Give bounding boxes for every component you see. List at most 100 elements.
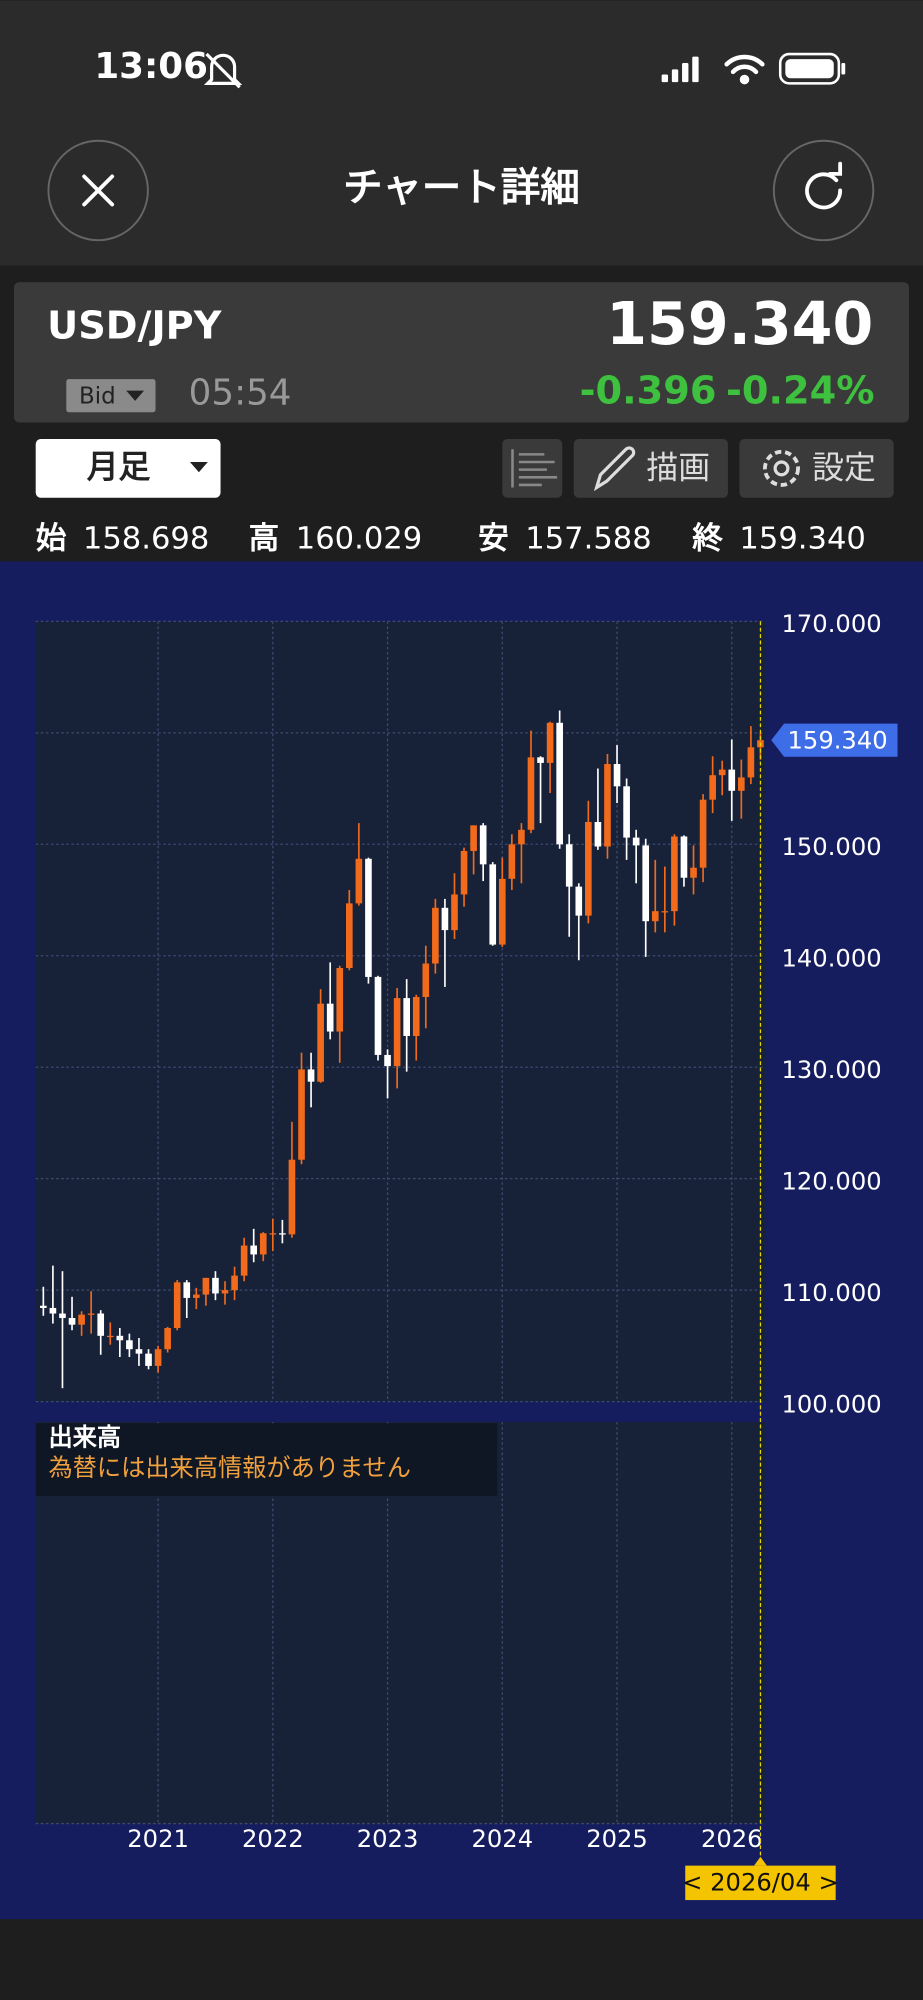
y-tick-label: 100.000 xyxy=(781,1390,881,1418)
cursor-label: < 2026/04 > xyxy=(682,1868,839,1896)
candle-body xyxy=(288,1159,296,1235)
candle-body xyxy=(145,1353,152,1366)
last-price-tag xyxy=(771,723,898,757)
candle-body xyxy=(728,769,736,791)
list-button[interactable] xyxy=(502,439,563,498)
candle-body xyxy=(661,911,669,913)
candle-body xyxy=(690,867,697,878)
x-tick-label: 2024 xyxy=(471,1825,533,1853)
candle-body xyxy=(527,757,535,830)
candle-body xyxy=(154,1349,162,1366)
candle-body xyxy=(345,903,353,969)
candle-body xyxy=(508,844,516,879)
x-tick-label: 2025 xyxy=(586,1825,648,1853)
candle-body xyxy=(221,1290,229,1294)
candlestick-chart: 100.000 110.000 120.000 130.000 140.000 150.0… xyxy=(35,610,898,1901)
candle-body xyxy=(87,1313,95,1315)
candle-body xyxy=(116,1335,124,1341)
candle-body xyxy=(135,1349,143,1354)
candle-body xyxy=(585,821,592,916)
candle-body xyxy=(68,1317,76,1325)
candle-body xyxy=(374,976,382,1055)
signal-icon xyxy=(661,56,699,83)
mute-icon xyxy=(203,52,243,89)
x-tick-label: 2026 xyxy=(701,1825,763,1853)
settings-button[interactable]: 設定 xyxy=(739,439,894,498)
x-tick-label: 2023 xyxy=(357,1825,419,1853)
candle-body xyxy=(259,1233,267,1255)
candle-body xyxy=(613,764,621,787)
y-tick-label: 130.000 xyxy=(781,1056,881,1084)
candle-body xyxy=(269,1233,277,1235)
candle-body xyxy=(336,968,344,1032)
candle-body xyxy=(460,850,468,895)
candle-body xyxy=(202,1277,210,1295)
candle-body xyxy=(709,775,716,800)
candle-body xyxy=(240,1245,248,1276)
candle-body xyxy=(49,1307,57,1314)
candle-body xyxy=(250,1245,258,1255)
candle-body xyxy=(651,911,659,922)
period-label: 月足 xyxy=(87,447,151,485)
y-tick-label: 170.000 xyxy=(781,610,881,638)
candle-body xyxy=(173,1282,181,1329)
cursor-pointer xyxy=(754,1856,767,1866)
reload-button[interactable] xyxy=(772,139,875,242)
candle-body xyxy=(537,757,544,763)
candle-body xyxy=(642,845,650,922)
candle-body xyxy=(604,764,611,847)
candle-body xyxy=(498,878,506,945)
y-tick-label: 150.000 xyxy=(781,833,881,861)
ohlc-summary: 始 158.698 高 160.029 安 157.588 終 159.340 xyxy=(36,521,866,556)
candle-body xyxy=(307,1069,315,1082)
candle-body xyxy=(78,1314,85,1325)
candle-body xyxy=(106,1335,114,1338)
candle-body xyxy=(412,996,420,1036)
quote-change-pct: -0.24% xyxy=(726,370,875,414)
candle-body xyxy=(680,836,688,878)
candle-body xyxy=(556,722,563,845)
candle-body xyxy=(97,1313,105,1336)
candle-body xyxy=(451,894,458,931)
summary-value: 158.698 xyxy=(83,521,209,556)
period-select[interactable]: 月足 xyxy=(35,439,221,498)
candle-body xyxy=(432,907,439,964)
x-tick-label: 2022 xyxy=(242,1825,304,1853)
candle-body xyxy=(164,1328,171,1350)
summary-value: 159.340 xyxy=(739,521,865,556)
candle-body xyxy=(193,1294,200,1298)
candle-body xyxy=(575,886,583,916)
candle-body xyxy=(212,1277,219,1294)
side-select[interactable]: Bid xyxy=(66,379,156,413)
draw-button[interactable]: 描画 xyxy=(573,439,728,498)
candle-body xyxy=(479,825,487,865)
candle-body xyxy=(393,998,401,1067)
x-tick-label: 2021 xyxy=(127,1825,189,1853)
quote-panel xyxy=(14,282,909,423)
settings-label: 設定 xyxy=(812,449,876,487)
candle-body xyxy=(546,722,554,763)
y-tick-label: 120.000 xyxy=(781,1167,881,1195)
candle-body xyxy=(738,777,745,791)
currency-pair: USD/JPY xyxy=(47,305,223,349)
candle-body xyxy=(441,907,449,931)
battery-icon xyxy=(778,52,846,85)
quote-price: 159.340 xyxy=(606,290,873,358)
quote-change: -0.396 xyxy=(580,370,717,414)
quote-time: 05:54 xyxy=(189,372,292,413)
candle-body xyxy=(384,1054,391,1067)
summary-label: 安 xyxy=(478,521,509,556)
draw-label: 描画 xyxy=(646,449,710,487)
volume-title: 出来高 xyxy=(48,1424,121,1452)
candle-body xyxy=(565,844,573,887)
page-title: チャート詳細 xyxy=(343,165,580,211)
candle-body xyxy=(747,747,755,778)
status-time: 13:06 xyxy=(94,46,208,87)
candle-body xyxy=(298,1069,305,1160)
candle-body xyxy=(518,829,525,845)
candle-body xyxy=(355,858,363,904)
summary-value: 160.029 xyxy=(296,521,422,556)
close-button[interactable] xyxy=(47,139,149,242)
